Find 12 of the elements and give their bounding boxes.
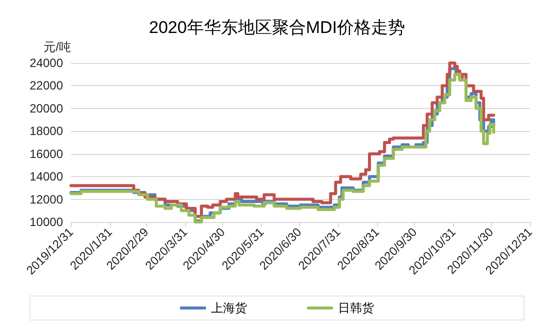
y-tick-label: 16000 bbox=[30, 146, 64, 161]
y-tick-label: 14000 bbox=[30, 170, 64, 184]
y-axis-title: 元/吨 bbox=[44, 40, 71, 54]
legend-label: 日韩货 bbox=[338, 301, 374, 315]
y-tick-label: 18000 bbox=[30, 124, 64, 138]
legend-label: 上海货 bbox=[211, 301, 247, 315]
chart-title: 2020年华东地区聚合MDI价格走势 bbox=[149, 18, 405, 37]
y-tick-label: 20000 bbox=[30, 101, 64, 116]
y-tick-label: 12000 bbox=[30, 192, 64, 206]
y-tick-label: 22000 bbox=[30, 78, 64, 93]
y-tick-label: 24000 bbox=[30, 56, 64, 70]
y-tick-label: 10000 bbox=[30, 215, 64, 229]
